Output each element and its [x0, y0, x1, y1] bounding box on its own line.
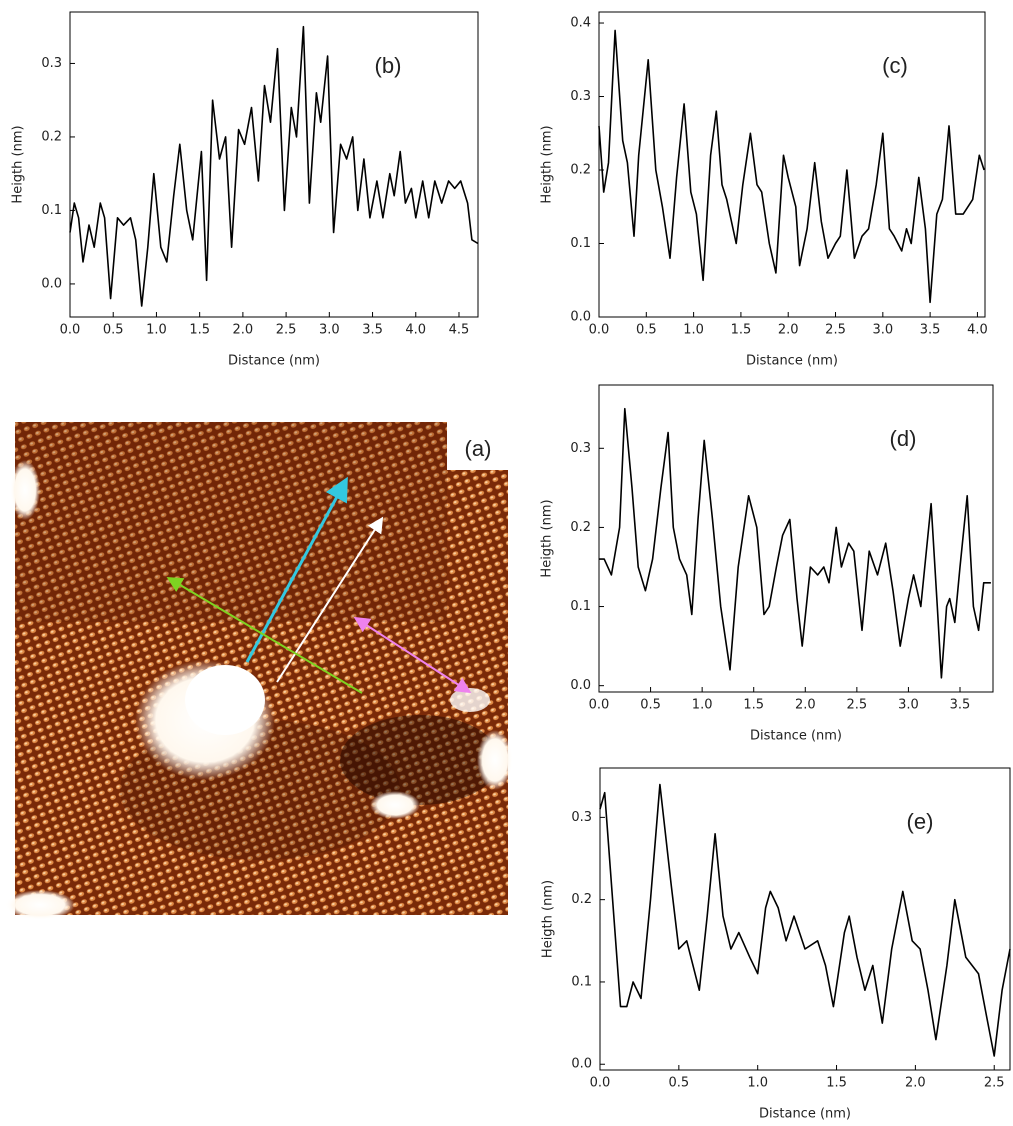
y-axis-label: Heigth (nm) — [540, 499, 555, 577]
x-tick-label: 4.0 — [405, 323, 426, 338]
x-tick-label: 2.0 — [905, 1076, 926, 1091]
plot-frame — [69, 11, 479, 318]
x-tick-label: 1.0 — [146, 323, 167, 338]
x-axis-label: Distance (nm) — [228, 354, 320, 369]
y-tick-label: 0.4 — [570, 16, 591, 31]
y-tick-label: 0.2 — [41, 129, 62, 144]
y-tick-label: 0.3 — [570, 441, 591, 456]
x-tick-label: 0.0 — [60, 323, 81, 338]
y-tick-label: 0.2 — [570, 520, 591, 535]
stm-image — [5, 422, 513, 920]
x-tick-label: 4.5 — [449, 323, 470, 338]
x-tick-label: 0.0 — [589, 698, 610, 713]
x-tick-label: 3.5 — [920, 323, 941, 338]
x-tick-label: 3.0 — [872, 323, 893, 338]
y-axis-label: Heigth (nm) — [540, 125, 555, 203]
plot-frame — [599, 767, 1011, 1071]
y-tick-label: 0.1 — [570, 599, 591, 614]
y-tick-label: 0.0 — [41, 276, 62, 291]
image-label: (a) — [465, 436, 492, 461]
x-tick-label: 1.5 — [826, 1076, 847, 1091]
x-tick-label: 2.0 — [778, 323, 799, 338]
x-tick-label: 2.0 — [233, 323, 254, 338]
x-tick-label: 3.5 — [362, 323, 383, 338]
x-tick-label: 2.5 — [825, 323, 846, 338]
x-tick-label: 0.0 — [590, 1076, 611, 1091]
y-tick-label: 0.2 — [571, 892, 592, 907]
x-tick-label: 0.0 — [589, 323, 610, 338]
x-tick-label: 2.5 — [984, 1076, 1005, 1091]
x-tick-label: 2.0 — [795, 698, 816, 713]
panel-label: (e) — [907, 809, 934, 834]
x-axis-label: Distance (nm) — [750, 729, 842, 744]
x-axis-label: Distance (nm) — [759, 1107, 851, 1122]
profile-line — [598, 29, 985, 304]
x-tick-label: 2.5 — [847, 698, 868, 713]
x-tick-label: 2.5 — [276, 323, 297, 338]
y-tick-label: 0.3 — [570, 89, 591, 104]
y-tick-label: 0.1 — [571, 974, 592, 989]
x-tick-label: 1.0 — [683, 323, 704, 338]
panel-label: (c) — [882, 53, 908, 78]
x-tick-label: 1.5 — [189, 323, 210, 338]
x-tick-label: 0.5 — [640, 698, 661, 713]
x-tick-label: 3.0 — [898, 698, 919, 713]
x-axis-label: Distance (nm) — [746, 354, 838, 369]
profile-line — [69, 25, 479, 307]
y-tick-label: 0.1 — [41, 203, 62, 218]
x-tick-label: 1.0 — [692, 698, 713, 713]
x-tick-label: 4.0 — [967, 323, 988, 338]
x-tick-label: 1.5 — [743, 698, 764, 713]
y-tick-label: 0.0 — [571, 1057, 592, 1072]
y-tick-label: 0.0 — [570, 678, 591, 693]
y-tick-label: 0.1 — [570, 236, 591, 251]
x-tick-label: 1.0 — [747, 1076, 768, 1091]
y-axis-label: Heigth (nm) — [11, 125, 26, 203]
plot-frame — [598, 384, 994, 693]
panel-label: (b) — [375, 53, 402, 78]
x-tick-label: 0.5 — [669, 1076, 690, 1091]
x-tick-label: 3.0 — [319, 323, 340, 338]
profile-line — [599, 407, 991, 679]
panel-label: (d) — [890, 426, 917, 451]
profile-line — [599, 783, 1011, 1057]
y-tick-label: 0.2 — [570, 163, 591, 178]
x-tick-label: 0.5 — [636, 323, 657, 338]
y-axis-label: Heigth (nm) — [541, 880, 556, 958]
x-tick-label: 0.5 — [103, 323, 124, 338]
y-tick-label: 0.0 — [570, 310, 591, 325]
y-tick-label: 0.3 — [41, 56, 62, 71]
plot-frame — [598, 11, 986, 318]
y-tick-label: 0.3 — [571, 810, 592, 825]
x-tick-label: 3.5 — [950, 698, 971, 713]
x-tick-label: 1.5 — [731, 323, 752, 338]
